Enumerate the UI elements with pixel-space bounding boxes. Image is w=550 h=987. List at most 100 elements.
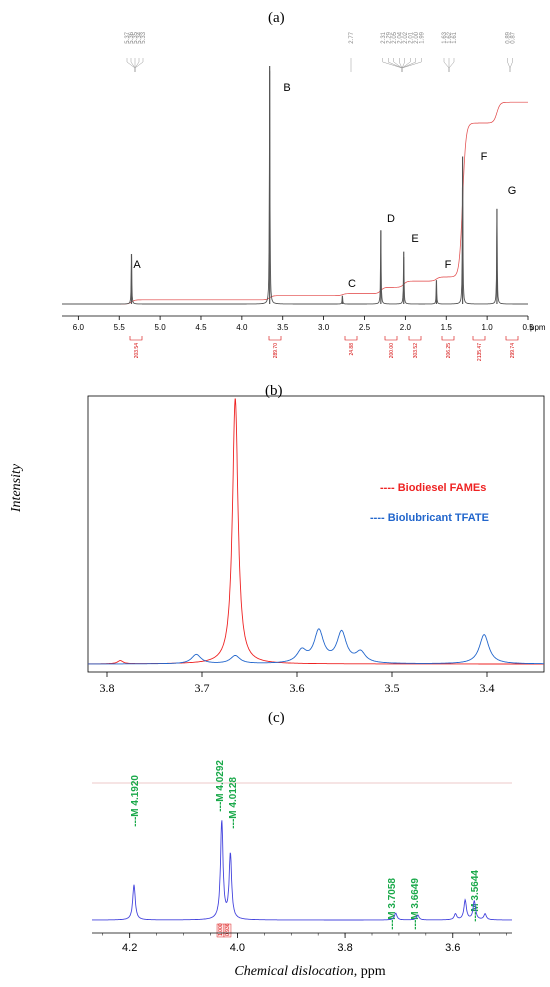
tick-label: 3.6 — [290, 681, 305, 695]
peak-letter: F — [481, 151, 488, 163]
spectrum-trace — [92, 820, 512, 921]
legend-biolubricant: ---- Biolubricant TFATE — [370, 512, 489, 524]
shift-leader — [401, 58, 422, 72]
tick-label: 3.5 — [385, 681, 400, 695]
integral-value: 303.52 — [413, 343, 419, 359]
integral-bracket — [129, 336, 143, 341]
integral-bracket — [384, 336, 398, 341]
tick-label: 3.8 — [100, 681, 115, 695]
shift-leader — [401, 58, 405, 72]
panel-b-label: (b) — [265, 383, 283, 399]
plot-border — [87, 395, 545, 673]
shift-label: 1.61 — [452, 31, 458, 43]
y-axis-label: Intensity — [9, 463, 24, 513]
shift-leader — [401, 58, 416, 72]
series-biolubricant-line — [88, 628, 544, 665]
chemical-shift-labels: 5.375.365.355.345.33 2.77 2.31 2.29 2.05 2.04… — [125, 31, 517, 72]
tick-label: 1.5 — [441, 323, 453, 332]
peak-letter: B — [283, 82, 290, 94]
shift-leader — [130, 58, 136, 72]
peak-letter: A — [133, 259, 141, 271]
tick-label: 4.0 — [230, 942, 245, 954]
tick-label: 1.0 — [482, 323, 494, 332]
integral-value: 2135.47 — [477, 343, 483, 361]
shift-label: 5.35 — [133, 31, 139, 43]
integral-bracket — [505, 336, 519, 341]
peak-annotation: ---M 4.0128 — [228, 777, 239, 829]
peak-letter: E — [411, 233, 418, 245]
integral-value: 206.25 — [446, 343, 452, 359]
shift-label: 1.63 — [442, 31, 448, 43]
shift-label: 2.05 — [392, 31, 398, 43]
peak-annotation: ---M 3.7058 — [387, 878, 398, 930]
panel-c-spectrum: (c) ---M 4.1920 ---M 4.0292 ---M 4.0128---… — [92, 710, 512, 979]
shift-label: 2.31 — [381, 31, 387, 43]
tick-label: 3.4 — [480, 681, 495, 695]
integral-value: 0.936 — [225, 923, 231, 936]
spectrum-trace — [62, 66, 528, 305]
panel-c-label: (c) — [268, 710, 285, 726]
tick-label: 2.0 — [400, 323, 412, 332]
tick-label: 4.0 — [236, 323, 248, 332]
peak-annotation: ---M 4.1920 — [130, 775, 141, 827]
panel-a-spectrum: (a) 5.375.365.355.345.33 2.77 2.31 2.29 2.05… — [62, 10, 546, 361]
x-axis: 6.0 5.5 5.0 4.5 4.0 3.5 3.0 2.5 2.0 1.5 1.0 0.5 — [62, 315, 534, 332]
shift-label: 2.77 — [349, 31, 355, 43]
legend-biodiesel: ---- Biodiesel FAMEs — [380, 482, 486, 494]
peak-annotation: ---M 3.5644 — [470, 870, 481, 922]
x-axis-unit: ppm — [530, 323, 546, 332]
tick-label: 5.0 — [155, 323, 167, 332]
shift-label: 5.36 — [129, 31, 135, 43]
tick-label: 3.8 — [337, 942, 352, 954]
shift-label: 0.89 — [506, 31, 512, 43]
integral-bracket — [268, 336, 282, 341]
shift-label: 2.29 — [386, 31, 392, 43]
integral-values: 203.54 289.70 24.88 200.00 303.52 206.25 2135.… — [129, 336, 519, 361]
integral-bracket — [344, 336, 358, 341]
peak-letter: C — [348, 278, 356, 290]
x-axis: 4.2 4.0 3.8 3.6 — [92, 932, 512, 954]
integral-value: 24.88 — [349, 343, 355, 356]
shift-leader — [134, 58, 140, 72]
integral-value: 203.54 — [134, 343, 140, 359]
shift-label: 2.00 — [414, 31, 420, 43]
shift-label: 2.01 — [408, 31, 414, 43]
shift-leader — [448, 58, 455, 72]
peak-annotations: ---M 4.1920 ---M 4.0292 ---M 4.0128 ---M 3.… — [130, 760, 481, 930]
integral-values: 1.000 0.936 — [216, 923, 232, 938]
series-biodiesel-line — [88, 398, 544, 665]
shift-leader — [443, 58, 450, 72]
series-traces — [88, 398, 544, 665]
peak-annotation: ---M 3.6649 — [410, 878, 421, 930]
plot-frame — [87, 395, 545, 673]
integral-tag — [223, 923, 232, 938]
shift-label: 2.02 — [403, 31, 409, 43]
integral-bracket — [408, 336, 422, 341]
tick-label: 3.6 — [445, 942, 460, 954]
shift-label: 5.34 — [137, 31, 143, 43]
shift-label: 1.62 — [447, 31, 453, 43]
x-axis-label: Chemical dislocation, ppm — [234, 964, 385, 979]
tick-label: 3.7 — [195, 681, 210, 695]
shift-leader — [134, 58, 144, 72]
panel-b-overlay: (b) Intensity 3.8 3.7 3.6 3.5 3.4 ---- Biodi… — [9, 383, 545, 695]
integral-line — [62, 101, 528, 305]
tick-label: 3.5 — [277, 323, 289, 332]
shift-label: 5.37 — [125, 31, 131, 43]
x-axis: 3.8 3.7 3.6 3.5 3.4 — [100, 672, 495, 695]
shift-leader — [388, 58, 403, 72]
panel-a-label: (a) — [268, 10, 285, 26]
shift-label: 2.04 — [397, 31, 403, 43]
spectrum-line — [92, 820, 512, 921]
shift-label: 5.33 — [141, 31, 147, 43]
integral-bracket — [472, 336, 486, 341]
peak-letter: D — [387, 213, 395, 225]
tick-label: 4.5 — [195, 323, 207, 332]
integral-value: 200.00 — [389, 343, 395, 359]
integral-value: 299.74 — [510, 343, 516, 359]
tick-label: 4.2 — [122, 942, 137, 954]
tick-label: 5.5 — [114, 323, 126, 332]
integral-curve — [62, 101, 528, 305]
peak-annotation: ---M 4.0292 — [215, 760, 226, 812]
